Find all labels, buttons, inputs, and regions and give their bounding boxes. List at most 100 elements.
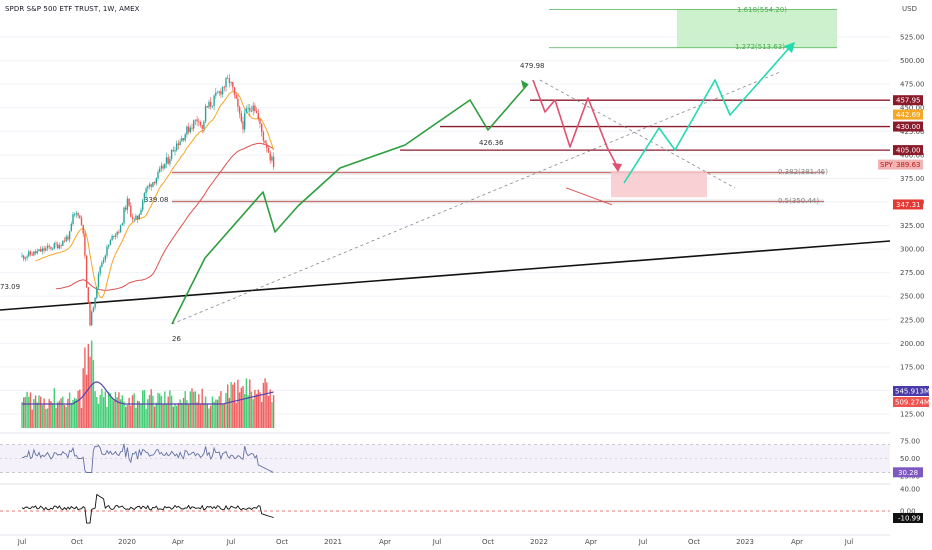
- volume-bar: [62, 396, 64, 428]
- y-tick-label: 400.00: [900, 151, 925, 159]
- volume-bar: [51, 403, 54, 428]
- projection-arrow: [784, 42, 795, 53]
- axis-badge-text: 442.69: [896, 111, 921, 119]
- volume-bar: [48, 399, 50, 428]
- y-tick-label: 225.00: [900, 316, 925, 324]
- candle-body: [164, 163, 166, 169]
- target-zone: [677, 9, 837, 48]
- volume-bar: [252, 399, 254, 428]
- candles: [21, 74, 275, 327]
- volume-bar: [237, 379, 239, 428]
- volume-bar: [77, 390, 79, 428]
- candle-body: [259, 119, 261, 124]
- volume-bar: [28, 396, 30, 428]
- x-tick-label: 2022: [530, 538, 548, 546]
- volume-bar: [267, 395, 270, 428]
- candle-body: [218, 91, 220, 93]
- volume-bar: [50, 401, 52, 428]
- candle-body: [126, 198, 129, 210]
- candle-body: [36, 251, 38, 254]
- fib-label: 0.5(350.44): [778, 197, 819, 205]
- volume-bar: [113, 400, 115, 428]
- candle-body: [271, 156, 273, 161]
- volume-bar: [104, 391, 106, 428]
- volume-bar: [142, 390, 144, 428]
- impulse-arrow: [521, 80, 528, 88]
- y-tick-label: 475.00: [900, 81, 925, 89]
- candle-body: [157, 172, 159, 179]
- fib-label: 0.382(381.46): [778, 168, 828, 176]
- volume-bar: [26, 391, 28, 428]
- impulse-wave: [171, 83, 529, 325]
- volume-bar: [99, 394, 101, 428]
- candle-body: [255, 110, 258, 114]
- candle-body: [111, 235, 113, 241]
- x-tick-label: Apr: [379, 538, 391, 546]
- candle-body: [206, 106, 208, 108]
- candle-body: [249, 108, 251, 112]
- last-price-tag: [878, 159, 893, 170]
- candle-body: [176, 143, 178, 151]
- candle-body: [72, 214, 74, 224]
- volume-bar: [55, 407, 57, 428]
- momentum-pane: 40.00 0.00-10.99: [0, 483, 923, 524]
- volume-bar: [211, 396, 214, 428]
- ma-slow-line: [55, 142, 274, 291]
- volume-bar: [271, 402, 273, 428]
- candle-body: [167, 157, 169, 164]
- candle-body: [46, 245, 49, 249]
- volume-bar: [45, 408, 47, 428]
- x-axis: Jul Oct 2020 Apr Jul Oct 2021 Apr Jul Oct 2022 Apr J…: [0, 534, 890, 546]
- candle-body: [77, 213, 79, 216]
- candle-body: [62, 240, 64, 246]
- volume-bar: [24, 396, 27, 428]
- volume-bar: [182, 397, 185, 428]
- y-tick-label: 325.00: [900, 222, 925, 230]
- volume-bar: [111, 398, 113, 428]
- candle-body: [128, 198, 130, 206]
- candle-body: [102, 259, 105, 263]
- candle-body: [235, 94, 237, 99]
- volume-bar: [160, 396, 163, 428]
- candle-body: [104, 255, 106, 260]
- candle-body: [99, 266, 101, 274]
- candle-body: [92, 307, 95, 312]
- candle-body: [237, 98, 239, 107]
- candle-body: [225, 78, 227, 87]
- x-tick-label: Oct: [482, 538, 494, 546]
- volume-bar: [186, 400, 188, 428]
- candle-body: [252, 105, 254, 111]
- candle-body: [152, 182, 154, 187]
- volume-bar: [194, 391, 197, 428]
- axis-badge: [893, 121, 923, 132]
- volume-bar: [60, 398, 62, 428]
- candle-body: [220, 91, 222, 95]
- volume-pane: 545.913M 509.274M: [21, 340, 930, 428]
- volume-bar: [216, 399, 219, 428]
- momentum-badge-text: -10.99: [898, 515, 921, 523]
- volume-bar: [254, 389, 256, 428]
- candle-body: [118, 231, 120, 233]
- long-trendline: [0, 240, 891, 311]
- volume-bar: [159, 393, 161, 428]
- momentum-badge: [893, 513, 923, 523]
- candle-body: [70, 223, 72, 232]
- candle-body: [221, 86, 224, 95]
- volume-bar: [164, 391, 166, 428]
- fib-0382-zone: [172, 170, 824, 175]
- candle-body: [155, 178, 157, 184]
- candle-body: [53, 243, 55, 249]
- volume-bar: [167, 396, 169, 428]
- volume-bar: [74, 397, 76, 428]
- candle-body: [79, 215, 81, 218]
- candle-body: [267, 148, 270, 153]
- volume-bar: [240, 387, 242, 428]
- axis-badge-text: 430.00: [896, 123, 921, 131]
- candle-body: [201, 125, 203, 129]
- candle-body: [269, 152, 271, 161]
- volume-bar: [249, 379, 251, 428]
- candle-body: [247, 108, 249, 109]
- candle-body: [159, 168, 161, 173]
- volume-bar: [40, 396, 42, 428]
